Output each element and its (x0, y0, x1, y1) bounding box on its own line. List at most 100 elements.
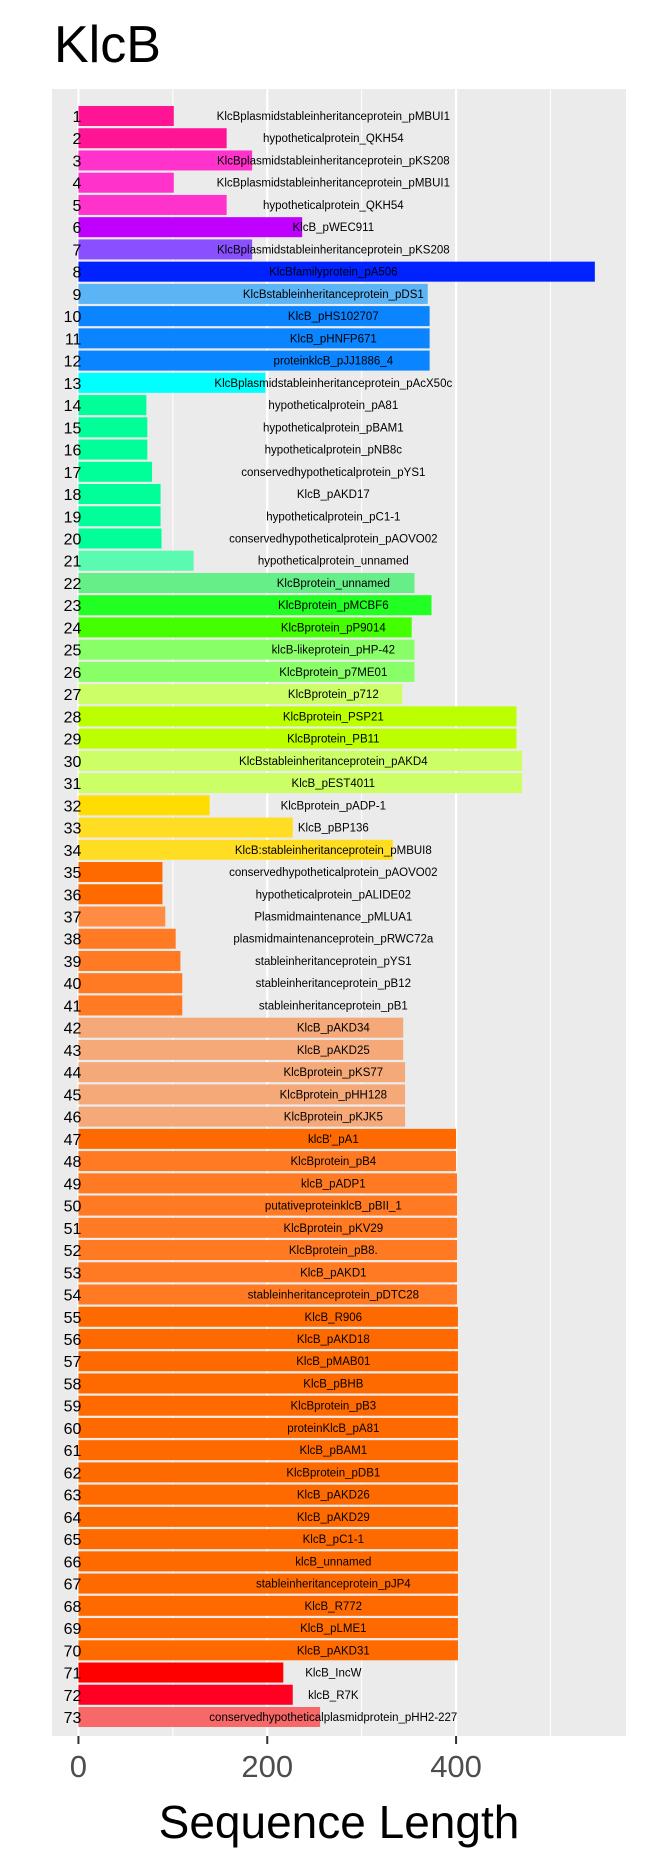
row-number-label: 44 (64, 1065, 82, 1082)
bar (78, 150, 253, 171)
row-labels: 1234567891011121314151617181920212223242… (64, 109, 82, 1727)
bar-label: KlcBprotein_PSP21 (283, 711, 384, 723)
bar (78, 283, 428, 304)
bar-label: KlcB_pLME1 (300, 1623, 366, 1635)
bar-label: KlcBprotein_pKV29 (283, 1223, 383, 1235)
row-number-label: 66 (64, 1554, 82, 1571)
bar (78, 1106, 406, 1127)
bar-label: KlcBprotein_unnamed (277, 578, 390, 590)
row-number-label: 43 (64, 1043, 82, 1060)
bar (78, 1373, 458, 1394)
bar-label: proteinKlcB_pA81 (287, 1423, 379, 1435)
bar-label: KlcB_IncW (305, 1668, 361, 1680)
row-number-label: 56 (64, 1332, 82, 1349)
bar (78, 1262, 458, 1283)
row-number-label: 34 (64, 843, 82, 860)
bar (78, 1529, 458, 1550)
row-number-label: 51 (64, 1221, 82, 1238)
bar (78, 1640, 458, 1661)
bar (78, 461, 153, 482)
bar-label: KlcBprotein_pB8. (289, 1245, 378, 1257)
row-number-label: 16 (64, 443, 82, 460)
bar-label: KlcB_pAKD25 (297, 1045, 370, 1057)
bar (78, 1551, 458, 1572)
bar-label: KlcB_pBHB (303, 1378, 363, 1390)
bar-label: KlcBstableinheritanceprotein_pAKD4 (239, 756, 428, 768)
x-tick-label: 400 (430, 1749, 482, 1784)
bar (78, 706, 517, 727)
row-number-label: 9 (73, 287, 82, 304)
row-number-label: 22 (64, 576, 82, 593)
bar-label: KlcB_pAKD18 (297, 1334, 370, 1346)
bar (78, 995, 183, 1016)
bar (78, 1084, 406, 1105)
bar-label: KlcBfamilyprotein_pA506 (269, 267, 398, 279)
bar-label: KlcBprotein_PB11 (287, 734, 379, 746)
bar (78, 839, 393, 860)
bar (78, 728, 517, 749)
row-number-label: 13 (64, 376, 82, 393)
bar-label: plasmidmaintenanceprotein_pRWC72a (233, 934, 433, 946)
row-number-label: 4 (73, 176, 82, 193)
row-number-label: 8 (73, 265, 82, 282)
bar (78, 572, 415, 593)
bar-label: KlcBplasmidstableinheritanceprotein_pMBU… (217, 111, 450, 123)
bar (78, 1306, 458, 1327)
bar-label: KlcBprotein_pMCBF6 (278, 600, 389, 612)
row-number-label: 5 (73, 198, 82, 215)
row-number-label: 46 (64, 1110, 82, 1127)
row-number-label: 57 (64, 1354, 82, 1371)
bar (78, 217, 303, 238)
bar (78, 1328, 458, 1349)
bar (78, 617, 412, 638)
bar-label: KlcBplasmidstableinheritanceprotein_pKS2… (217, 155, 450, 167)
bar-label: KlcB_pHNFP671 (290, 333, 377, 345)
bar (78, 1595, 458, 1616)
bar-label: KlcBprotein_pHH128 (280, 1089, 387, 1101)
row-number-label: 73 (64, 1710, 82, 1727)
bar-label: KlcBprotein_p712 (288, 689, 379, 701)
bar (78, 506, 161, 527)
bar (78, 194, 227, 215)
bar-label: KlcB_R906 (305, 1312, 363, 1324)
bar-label: KlcB_pHS102707 (288, 311, 379, 323)
row-number-label: 54 (64, 1288, 82, 1305)
bar (78, 328, 430, 349)
bar (78, 862, 163, 883)
bar (78, 1039, 404, 1060)
bar-labels: KlcBplasmidstableinheritanceprotein_pMBU… (209, 111, 457, 1724)
bar (78, 1440, 458, 1461)
row-number-label: 11 (65, 331, 82, 348)
row-number-label: 3 (73, 153, 82, 170)
row-number-label: 6 (73, 220, 82, 237)
bar-label: KlcB_pAKD26 (297, 1490, 370, 1502)
bar (78, 1662, 284, 1683)
row-number-label: 55 (64, 1310, 82, 1327)
bar (78, 1395, 458, 1416)
row-number-label: 2 (73, 131, 82, 148)
bar (78, 773, 523, 794)
bar (78, 817, 293, 838)
bar (78, 1462, 458, 1483)
bar-label: KlcB_pAKD34 (297, 1023, 370, 1035)
bar (78, 928, 176, 949)
bar-label: KlcBplasmidstableinheritanceprotein_pAcX… (214, 378, 452, 390)
bar (78, 1417, 458, 1438)
bar-label: KlcBstableinheritanceprotein_pDS1 (243, 289, 424, 301)
row-number-label: 64 (64, 1510, 82, 1527)
bar-label: KlcB_pAKD29 (297, 1512, 370, 1524)
bar-label: klcB_unnamed (295, 1556, 371, 1568)
row-number-label: 45 (64, 1087, 82, 1104)
bar-label: KlcBprotein_pB3 (290, 1401, 376, 1413)
row-number-label: 12 (64, 354, 82, 371)
row-number-label: 25 (64, 643, 82, 660)
bar-label: KlcB_pBAM1 (299, 1445, 367, 1457)
row-number-label: 58 (64, 1376, 82, 1393)
row-number-label: 39 (64, 954, 82, 971)
bar (78, 750, 523, 771)
bar (78, 261, 595, 282)
bar (78, 684, 403, 705)
row-number-label: 35 (64, 865, 82, 882)
chart-title: KlcB (54, 16, 161, 74)
